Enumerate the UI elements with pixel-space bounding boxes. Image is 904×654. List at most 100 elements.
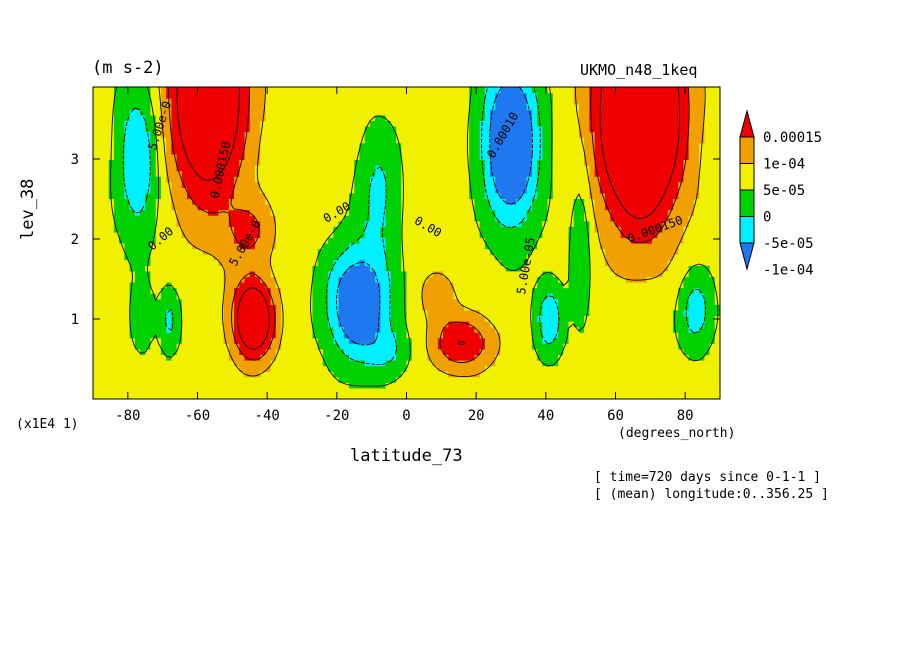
heatmap-cell (427, 254, 434, 261)
heatmap-cell (594, 254, 601, 261)
heatmap-cell (181, 198, 188, 205)
heatmap-cell (244, 309, 251, 317)
heatmap-cell (547, 298, 554, 305)
heatmap-cell (511, 393, 517, 399)
heatmap-cell (218, 176, 225, 183)
heatmap-cell (134, 376, 141, 383)
heatmap-cell (281, 376, 287, 383)
heatmap-cell (286, 209, 293, 216)
heatmap-cell (296, 254, 303, 261)
heatmap-cell (119, 265, 125, 272)
heatmap-cell (328, 176, 334, 183)
heatmap-cell (516, 198, 523, 205)
heatmap-cell (281, 293, 287, 300)
heatmap-cell (500, 192, 507, 200)
heatmap-cell (302, 371, 308, 378)
heatmap-cell (181, 365, 188, 372)
heatmap-cell (589, 326, 596, 333)
heatmap-cell (615, 382, 622, 389)
heatmap-cell (390, 387, 397, 395)
heatmap-cell (124, 387, 131, 395)
heatmap-cell (490, 371, 496, 378)
heatmap-cell (693, 276, 700, 283)
heatmap-cell (500, 170, 507, 177)
heatmap-cell (437, 248, 444, 255)
heatmap-cell (458, 265, 465, 272)
heatmap-cell (160, 376, 167, 383)
heatmap-cell (192, 387, 199, 395)
heatmap-cell (662, 309, 669, 317)
heatmap-cell (411, 192, 418, 200)
heatmap-cell (589, 382, 596, 389)
heatmap-cell (260, 237, 267, 244)
heatmap-cell (516, 192, 523, 200)
heatmap-cell (625, 287, 632, 294)
heatmap-cell (286, 215, 293, 222)
heatmap-cell (281, 298, 287, 305)
heatmap-cell (187, 231, 193, 239)
heatmap-cell (401, 170, 408, 177)
heatmap-cell (443, 387, 449, 395)
heatmap-cell (568, 371, 575, 378)
heatmap-cell (380, 198, 387, 205)
heatmap-cell (343, 259, 350, 266)
heatmap-cell (160, 198, 167, 205)
heatmap-cell (495, 215, 502, 222)
heatmap-cell (286, 293, 293, 300)
heatmap-cell (631, 298, 637, 305)
heatmap-cell (652, 181, 658, 188)
heatmap-cell (281, 371, 287, 378)
heatmap-cell (683, 393, 690, 399)
heatmap-cell (134, 265, 141, 272)
heatmap-cell (150, 393, 157, 399)
heatmap-cell (239, 382, 246, 389)
heatmap-cell (714, 259, 720, 266)
heatmap-cell (683, 360, 690, 367)
heatmap-cell (275, 176, 282, 183)
heatmap-cell (286, 165, 293, 172)
heatmap-cell (453, 321, 460, 328)
heatmap-cell (427, 270, 434, 278)
heatmap-cell (620, 220, 627, 227)
heatmap-cell (552, 282, 559, 289)
heatmap-cell (202, 315, 209, 322)
heatmap-cell (704, 332, 711, 339)
heatmap-cell (542, 343, 549, 350)
heatmap-cell (93, 298, 99, 305)
heatmap-cell (437, 237, 444, 244)
heatmap-cell (119, 254, 125, 261)
heatmap-cell (129, 365, 136, 372)
heatmap-cell (181, 282, 188, 289)
heatmap-cell (704, 365, 711, 372)
heatmap-cell (181, 243, 188, 250)
heatmap-cell (615, 287, 622, 294)
heatmap-cell (312, 287, 319, 294)
heatmap-cell (693, 354, 700, 361)
heatmap-cell (636, 348, 643, 356)
heatmap-cell (610, 354, 617, 361)
heatmap-cell (427, 176, 434, 183)
heatmap-cell (207, 371, 214, 378)
heatmap-cell (275, 360, 282, 367)
heatmap-cell (93, 393, 99, 399)
heatmap-cell (317, 270, 324, 278)
heatmap-cell (380, 337, 387, 344)
heatmap-cell (678, 387, 685, 395)
heatmap-cell (93, 332, 99, 339)
heatmap-cell (124, 348, 131, 356)
heatmap-cell (469, 332, 476, 339)
heatmap-cell (145, 265, 152, 272)
heatmap-cell (343, 176, 350, 183)
heatmap-cell (678, 254, 685, 261)
heatmap-cell (254, 282, 261, 289)
heatmap-cell (667, 387, 674, 395)
heatmap-cell (505, 204, 512, 211)
heatmap-cell (625, 243, 632, 250)
heatmap-cell (563, 204, 570, 211)
heatmap-cell (302, 343, 308, 350)
heatmap-cell (171, 282, 178, 289)
heatmap-cell (469, 371, 476, 378)
heatmap-cell (641, 248, 648, 255)
heatmap-cell (458, 215, 465, 222)
heatmap-cell (124, 287, 131, 294)
